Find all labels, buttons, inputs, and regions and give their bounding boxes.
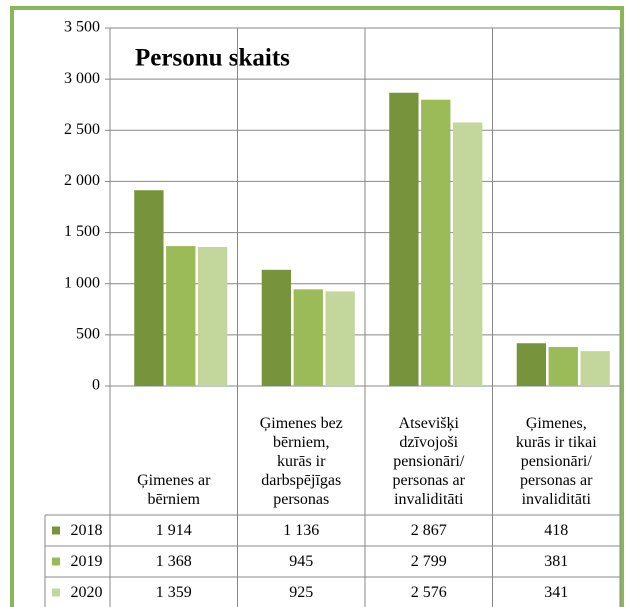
bar	[134, 190, 164, 386]
legend-key	[52, 557, 60, 566]
bar	[325, 291, 355, 386]
legend-label: 2018	[70, 522, 103, 539]
legend-label: 2019	[70, 553, 103, 570]
data-label: 418	[544, 522, 569, 539]
bar	[452, 122, 483, 387]
data-label: 1 914	[155, 522, 192, 539]
legend-key	[52, 588, 60, 597]
bar	[516, 343, 547, 386]
data-label: 341	[544, 584, 569, 601]
y-tick-label: 3 000	[64, 70, 100, 87]
y-tick-label: 1 000	[64, 274, 100, 291]
x-tick-label: Atsevišķi dzīvojoši pensionāri/ personas…	[392, 415, 465, 508]
bar	[197, 246, 228, 386]
y-tick-label: 2 500	[64, 121, 100, 138]
x-tick-label: Ģimenes, kurās ir tikai pensionāri/ pers…	[515, 415, 597, 508]
chart-title: Personu skaits	[135, 45, 290, 72]
bar	[293, 289, 323, 386]
y-tick-label: 1 500	[64, 223, 100, 240]
frame	[10, 6, 624, 607]
legend-label: 2020	[70, 584, 103, 601]
data-label: 2 799	[410, 553, 447, 570]
data-label: 1 359	[155, 584, 192, 601]
y-tick-label: 3 500	[64, 19, 100, 36]
bar	[166, 246, 196, 386]
bar	[261, 269, 292, 386]
data-label: 925	[289, 584, 314, 601]
data-label: 381	[544, 553, 569, 570]
y-tick-label: 500	[76, 326, 100, 343]
x-tick-label: Ģimenes bez bērniem, kurās ir darbspējīg…	[259, 415, 343, 508]
data-label: 2 867	[410, 522, 447, 539]
bar	[548, 347, 578, 386]
data-label: 2 576	[410, 584, 447, 601]
y-tick-label: 0	[92, 377, 100, 394]
legend-key	[52, 526, 60, 535]
bar	[580, 351, 610, 386]
y-tick-label: 2 000	[64, 172, 100, 189]
x-tick-label: Ģimenes ar bērniem	[137, 472, 211, 508]
data-label: 1 368	[155, 553, 192, 570]
data-label: 945	[289, 553, 314, 570]
data-label: 1 136	[283, 522, 320, 539]
bar	[421, 99, 451, 387]
bar	[389, 92, 419, 386]
